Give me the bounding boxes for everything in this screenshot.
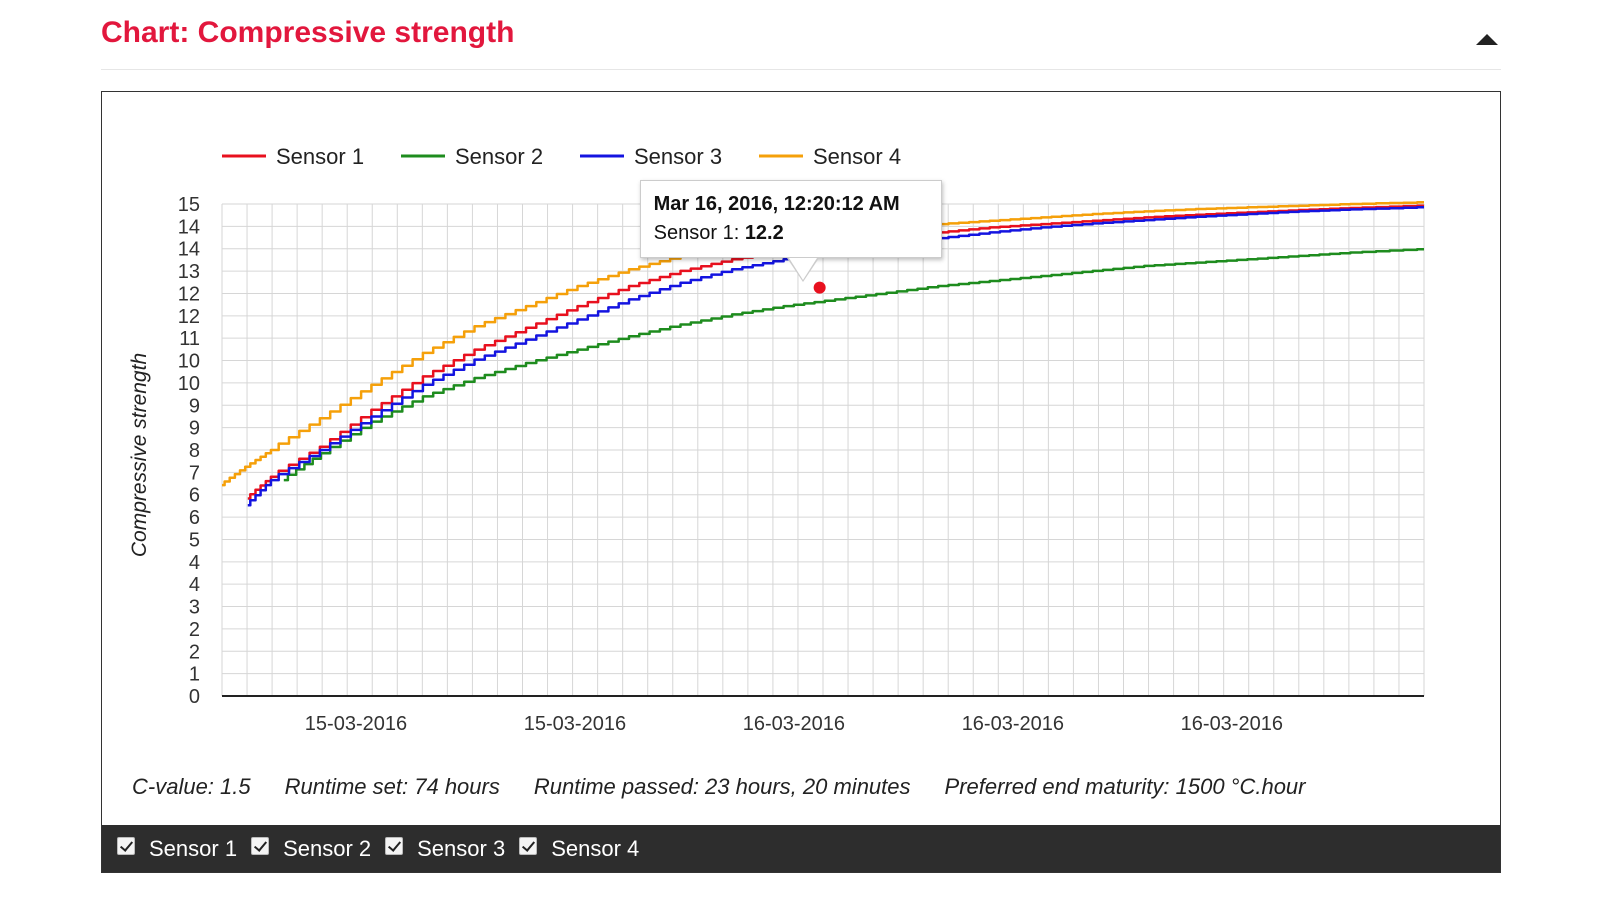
tooltip-value-row: Sensor 1: 12.2 <box>654 222 928 245</box>
y-tick-label: 11 <box>179 328 200 350</box>
y-tick-label: 10 <box>178 373 200 395</box>
legend-label: Sensor 3 <box>634 144 722 169</box>
c-value: C-value: 1.5 <box>132 774 251 799</box>
tooltip-arrow <box>788 257 817 280</box>
y-tick-label: 5 <box>189 529 200 551</box>
y-tick-label: 0 <box>189 686 200 708</box>
sensor-2-toggle[interactable]: Sensor 2 <box>251 836 371 862</box>
sensor-4-toggle[interactable]: Sensor 4 <box>519 836 639 862</box>
y-tick-label: 9 <box>189 395 200 417</box>
series-line-2 <box>283 247 1424 482</box>
checkbox-checked-icon[interactable] <box>519 836 538 855</box>
sensor-3-toggle-label: Sensor 3 <box>417 835 506 861</box>
y-tick-label: 1 <box>189 664 200 686</box>
checkbox-checked-icon[interactable] <box>251 836 270 855</box>
checkbox-checked-icon[interactable] <box>117 836 135 855</box>
y-tick-label: 14 <box>178 239 200 261</box>
y-tick-label: 10 <box>178 351 200 373</box>
y-tick-label: 2 <box>189 641 200 663</box>
y-axis-label: Compressive strength <box>128 353 151 557</box>
sensor-1-toggle[interactable]: Sensor 1 <box>117 836 237 862</box>
y-tick-label: 7 <box>189 462 200 484</box>
tooltip-value: 12.2 <box>744 221 784 244</box>
header-divider <box>101 69 1501 70</box>
y-tick-label: 15 <box>178 194 200 216</box>
runtime-passed: Runtime passed: 23 hours, 20 minutes <box>533 774 911 799</box>
x-tick-label: 16-03-2016 <box>962 713 1064 735</box>
chart-panel: 0 1 2 2 3 4 4 5 6 6 7 8 9 9 10 10 11 12 12 13 14 14 15 15-03-20… <box>101 91 1501 873</box>
sensor-1-toggle-label: Sensor 1 <box>149 835 238 861</box>
preferred-end-maturity: Preferred end maturity: 1500 °C.hour <box>944 774 1306 799</box>
collapse-caret-icon[interactable] <box>1476 34 1498 45</box>
x-tick-label: 15-03-2016 <box>524 713 626 735</box>
y-tick-label: 6 <box>189 485 200 507</box>
y-tick-label: 14 <box>178 216 200 238</box>
sensor-4-toggle-label: Sensor 4 <box>551 835 640 861</box>
tooltip: Mar 16, 2016, 12:20:12 AM Sensor 1: 12.2 <box>639 179 942 282</box>
sensor-2-toggle-label: Sensor 2 <box>283 835 372 861</box>
y-tick-label: 2 <box>189 619 200 641</box>
legend-label: Sensor 2 <box>455 144 543 169</box>
highlight-point <box>813 281 826 294</box>
y-tick-label: 13 <box>178 261 200 283</box>
y-tick-label: 12 <box>178 306 200 328</box>
checkbox-checked-icon[interactable] <box>385 836 404 855</box>
legend-label: Sensor 1 <box>276 144 364 169</box>
sensor-toggle-bar: Sensor 1 Sensor 2 Sensor 3 Sensor 4 <box>102 825 1500 872</box>
x-tick-label: 15-03-2016 <box>305 713 407 735</box>
chart-meta: C-value: 1.5 Runtime set: 74 hours Runti… <box>132 774 1306 800</box>
y-tick-label: 8 <box>189 440 200 462</box>
y-tick-label: 4 <box>189 552 200 574</box>
y-tick-label: 3 <box>189 597 200 619</box>
y-tick-label: 6 <box>189 507 200 529</box>
x-tick-label: 16-03-2016 <box>1181 713 1283 735</box>
tooltip-series-label: Sensor 1: <box>653 221 745 244</box>
runtime-set: Runtime set: 74 hours <box>284 774 500 799</box>
chart-title: Chart: Compressive strength <box>101 16 515 49</box>
legend-label: Sensor 4 <box>813 144 901 169</box>
tooltip-title: Mar 16, 2016, 12:20:12 AM <box>653 192 900 215</box>
sensor-3-toggle[interactable]: Sensor 3 <box>385 836 505 862</box>
y-tick-label: 4 <box>189 574 200 596</box>
y-tick-label: 9 <box>189 418 200 440</box>
x-tick-label: 16-03-2016 <box>743 713 845 735</box>
y-tick-label: 12 <box>178 283 200 305</box>
